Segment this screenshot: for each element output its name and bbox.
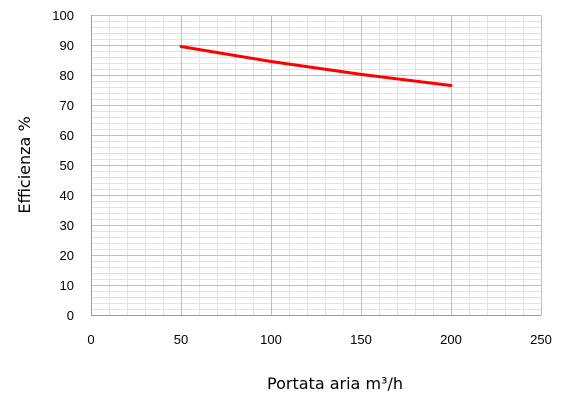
x-tick-label: 100 (260, 332, 282, 347)
data-series (179, 45, 453, 87)
y-tick-label: 80 (60, 68, 74, 83)
y-axis-title: Efficienza % (15, 116, 34, 213)
y-tick-label: 70 (60, 98, 74, 113)
x-tick-label: 150 (350, 332, 372, 347)
y-tick-label: 20 (60, 248, 74, 263)
x-tick-label: 200 (440, 332, 462, 347)
axes (91, 15, 541, 316)
y-tick-label: 30 (60, 218, 74, 233)
x-tick-label: 50 (174, 332, 188, 347)
y-tick-label: 60 (60, 128, 74, 143)
x-tick-label: 0 (87, 332, 94, 347)
y-tick-label: 100 (52, 8, 74, 23)
y-tick-label: 40 (60, 188, 74, 203)
y-tick-label: 50 (60, 158, 74, 173)
x-axis-title: Portata aria m³/h (267, 374, 403, 393)
y-tick-label: 0 (67, 308, 74, 323)
series-line (179, 45, 453, 87)
x-tick-labels: 0 50 100 150 200 250 (87, 332, 551, 347)
y-tick-label: 10 (60, 278, 74, 293)
x-tick-label: 250 (530, 332, 552, 347)
major-gridlines (91, 15, 542, 316)
y-tick-label: 90 (60, 38, 74, 53)
y-tick-labels: 0 10 20 30 40 50 60 70 80 90 100 (52, 8, 74, 323)
